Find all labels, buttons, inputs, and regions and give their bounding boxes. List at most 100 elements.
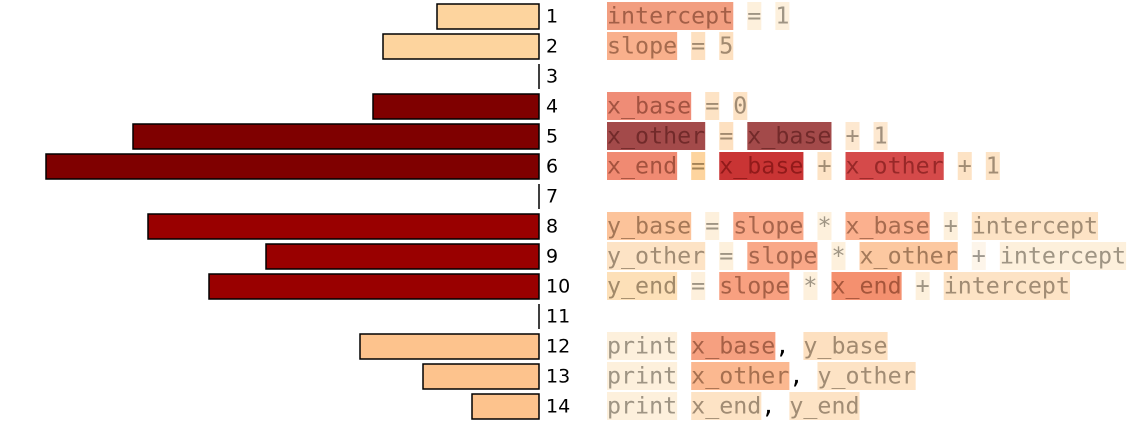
line-number: 9 [546, 246, 558, 268]
code-token: x_end [831, 273, 901, 300]
code-token: + [972, 243, 986, 270]
line-number: 3 [546, 66, 558, 88]
code-token: x_end [691, 393, 761, 420]
code-token: 0 [733, 93, 747, 120]
code-token: = [719, 123, 733, 150]
token-highlight [803, 272, 818, 300]
token-highlight [607, 152, 678, 180]
token-highlight [719, 122, 734, 150]
code-token: x_other [860, 243, 958, 270]
code-token: x_other [691, 363, 789, 390]
token-highlight [705, 212, 720, 240]
line-number: 10 [546, 276, 570, 298]
line-number: 4 [546, 96, 558, 118]
code-token: x_base [719, 153, 803, 180]
code-token: , [761, 393, 775, 420]
token-highlight [817, 212, 832, 240]
code-token: x_base [607, 93, 691, 120]
code-token: y_end [607, 273, 677, 300]
token-highlight [817, 152, 832, 180]
token-highlight [691, 272, 706, 300]
code-token: 1 [874, 123, 888, 150]
token-highlight [607, 392, 678, 420]
bar [382, 33, 540, 60]
code-token: + [817, 153, 831, 180]
token-highlight [845, 212, 930, 240]
code-token: y_end [789, 393, 859, 420]
token-highlight [607, 32, 678, 60]
code-token: x_end [607, 153, 677, 180]
code-token: , [775, 333, 789, 360]
bar [422, 363, 540, 390]
code-token: = [705, 93, 719, 120]
code-token: + [944, 213, 958, 240]
token-highlight [943, 272, 1070, 300]
line-number: 8 [546, 216, 558, 238]
token-highlight [607, 272, 678, 300]
code-token: x_other [607, 123, 705, 150]
token-highlight [719, 32, 734, 60]
code-token: slope [747, 243, 817, 270]
line-number: 6 [546, 156, 558, 178]
code-token: slope [607, 33, 677, 60]
line-number: 11 [546, 306, 570, 328]
token-highlight [691, 392, 762, 420]
code-token: * [803, 273, 817, 300]
token-highlight [845, 122, 860, 150]
token-highlight [747, 242, 818, 270]
token-highlight [803, 332, 888, 360]
code-token: intercept [944, 273, 1070, 300]
token-highlight [691, 152, 706, 180]
code-token: slope [719, 273, 789, 300]
token-highlight [607, 2, 734, 30]
code-token: y_base [607, 213, 691, 240]
code-token: , [789, 363, 803, 390]
bar [208, 273, 540, 300]
token-highlight [691, 32, 706, 60]
code-token: intercept [1000, 243, 1126, 270]
token-highlight [859, 242, 958, 270]
code-token: 5 [719, 33, 733, 60]
token-highlight [719, 242, 734, 270]
code-token: x_base [691, 333, 775, 360]
line-number: 13 [546, 366, 570, 388]
line-number: 5 [546, 126, 558, 148]
bar [265, 243, 540, 270]
token-highlight [831, 242, 846, 270]
token-highlight [607, 122, 706, 150]
token-highlight [845, 152, 944, 180]
code-token: print [607, 333, 677, 360]
token-highlight [747, 2, 762, 30]
code-token: 1 [986, 153, 1000, 180]
code-token: y_other [817, 363, 915, 390]
code-token: = [719, 243, 733, 270]
code-token: = [691, 33, 705, 60]
token-highlight [971, 242, 986, 270]
token-highlight [691, 362, 790, 390]
token-highlight [705, 92, 720, 120]
token-highlight [971, 212, 1099, 240]
code-token: * [831, 243, 845, 270]
token-highlight [943, 212, 958, 240]
code-token: 1 [775, 3, 789, 30]
token-highlight [607, 92, 692, 120]
token-highlight [999, 242, 1127, 270]
token-highlight [957, 152, 972, 180]
code-token: x_other [846, 153, 944, 180]
token-highlight [607, 362, 678, 390]
bar [471, 393, 540, 420]
line-number: 7 [546, 186, 558, 208]
code-token: + [958, 153, 972, 180]
token-highlight [607, 242, 706, 270]
token-highlight [733, 212, 804, 240]
bar [359, 333, 540, 360]
line-number: 14 [546, 396, 570, 418]
token-highlight [691, 332, 776, 360]
code-token: * [817, 213, 831, 240]
bar [372, 93, 540, 120]
token-highlight [985, 152, 1000, 180]
token-highlight [915, 272, 930, 300]
code-token: y_other [607, 243, 705, 270]
